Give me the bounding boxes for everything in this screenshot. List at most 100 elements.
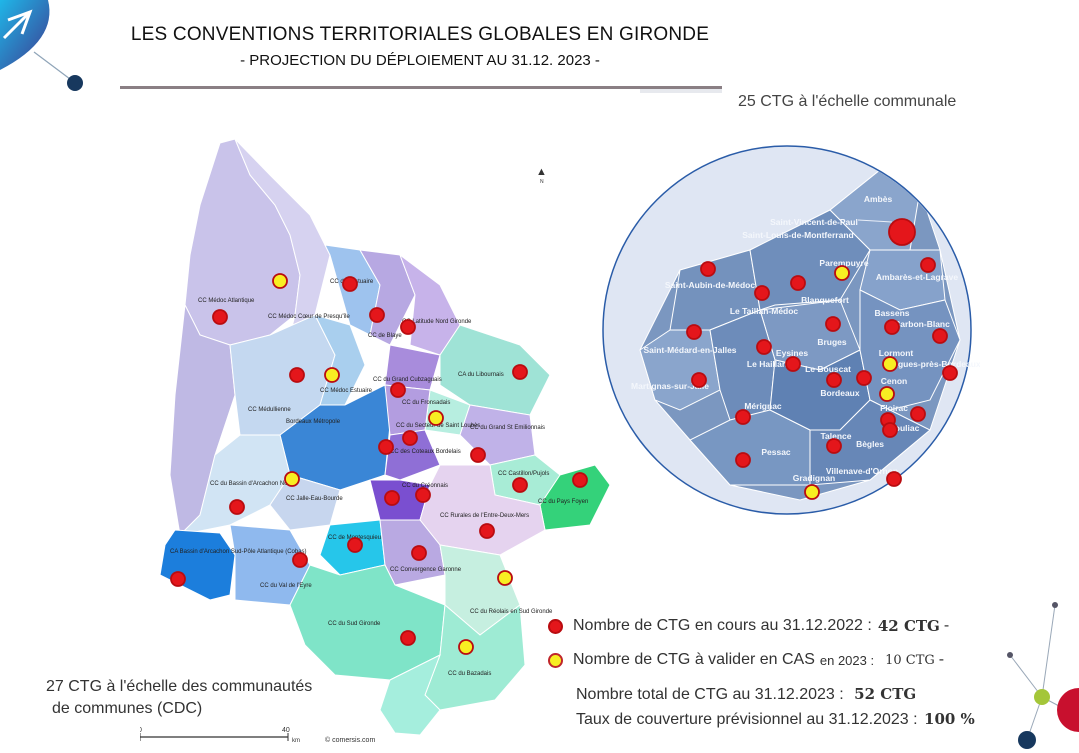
marker-cdc-8 — [512, 364, 528, 380]
label-cdc-bazadais: CC du Bazadais — [448, 671, 491, 677]
marker-commune-16 — [942, 365, 958, 381]
marker-cdc-25 — [400, 630, 416, 646]
label-martignas: Martignas-sur-Jalle — [631, 381, 709, 391]
marker-cdc-6 — [324, 367, 340, 383]
label-cdc-medullienne: CC Médullienne — [248, 407, 291, 413]
marker-commune-8 — [884, 319, 900, 335]
label-cdc-coteaux: CC des Coteaux Bordelais — [390, 449, 461, 455]
label-saint-louis: Saint-Louis-de-Montferrand — [742, 230, 853, 240]
page-subtitle: - PROJECTION DU DÉPLOIEMENT AU 31.12. 20… — [240, 52, 600, 69]
label-cdc-convergence: CC Convergence Garonne — [390, 567, 462, 573]
marker-commune-22 — [910, 406, 926, 422]
label-saint-medard: Saint-Médard-en-Jalles — [643, 345, 736, 355]
label-cdc-cubzaguais: CC du Grand Cubzaguais — [373, 377, 442, 383]
marker-cdc-2 — [342, 276, 358, 292]
legend-to-validate-value: 10 CTG — [885, 652, 935, 668]
compass-label: N — [540, 179, 544, 185]
marker-commune-17 — [879, 386, 895, 402]
label-lormont: Lormont — [879, 348, 914, 358]
marker-commune-3 — [834, 265, 850, 281]
marker-commune-9 — [932, 328, 948, 344]
coverage-value: 100 % — [924, 710, 975, 728]
label-blanquefort: Blanquefort — [801, 295, 849, 305]
region-far-south — [379, 653, 441, 736]
legend-yellow-marker-icon — [548, 652, 563, 668]
marker-commune-12 — [882, 356, 898, 372]
marker-cdc-1 — [272, 273, 288, 289]
compass-icon: ▲ — [536, 166, 547, 178]
copyright: © comersis.com — [325, 736, 375, 744]
marker-cdc-5 — [289, 367, 305, 383]
scale-end: 40 — [282, 727, 290, 734]
marker-commune-24 — [882, 422, 898, 438]
label-pessac: Pessac — [761, 447, 791, 457]
label-cdc-st-emilionnais: CC du Grand St Emilionnais — [470, 425, 545, 431]
marker-cdc-13 — [378, 439, 394, 455]
total-value: 52 CTG — [854, 685, 917, 703]
scale-start: 0 — [140, 727, 142, 734]
marker-cdc-24 — [497, 570, 513, 586]
marker-commune-27 — [804, 484, 820, 500]
legend-in-progress-suffix: - — [943, 617, 950, 634]
label-talence: Talence — [820, 431, 851, 441]
label-cdc-blaye: CC de Blaye — [368, 333, 402, 339]
marker-cdc-17 — [512, 477, 528, 493]
marker-cdc-3 — [369, 307, 385, 323]
marker-commune-11 — [825, 316, 841, 332]
label-artigues: Artigues-près-Bordeaux — [883, 359, 980, 369]
marker-cdc-26 — [458, 639, 474, 655]
legend-to-validate-label: Nombre de CTG à valider en CAS — [573, 651, 815, 668]
region-bassin-nord — [178, 434, 291, 536]
marker-cdc-0 — [212, 309, 228, 325]
label-floirac: Floirac — [880, 403, 908, 413]
legend-in-progress: Nombre de CTG en cours au 31.12.2022 : 4… — [548, 617, 949, 635]
gironde-map: CC Médoc Atlantique CC Médoc Cœur de Pre… — [140, 138, 611, 744]
marker-cdc-18 — [572, 472, 588, 488]
marker-commune-14 — [756, 339, 772, 355]
marker-commune-23 — [826, 438, 842, 454]
label-begles: Bègles — [856, 439, 884, 449]
marker-cdc-12 — [470, 447, 486, 463]
cdc-caption: 27 CTG à l'échelle des communautés de co… — [46, 676, 386, 720]
label-bordeaux-metropole: Bordeaux Métropole — [286, 419, 341, 425]
legend-red-marker-icon — [548, 618, 563, 634]
marker-cdc-14 — [229, 499, 245, 515]
total-row: Nombre total de CTG au 31.12.2023 : 52 C… — [576, 685, 916, 704]
marker-commune-13 — [785, 356, 801, 372]
label-ambes: Ambès — [864, 194, 893, 204]
label-villenave: Villenave-d'Ornon — [826, 466, 898, 476]
marker-cdc-27 — [415, 487, 431, 503]
coverage-label: Taux de couverture prévisionnel au 31.12… — [576, 711, 918, 728]
label-le-haillan: Le Haillan — [747, 359, 787, 369]
marker-cdc-16 — [384, 490, 400, 506]
marker-cdc-21 — [170, 571, 186, 587]
label-cdc-reolais: CC du Réolais en Sud Gironde — [470, 609, 553, 615]
label-bordeaux: Bordeaux — [820, 388, 859, 398]
marker-cdc-7 — [390, 382, 406, 398]
label-cdc-latitude: CC Latitude Nord Gironde — [402, 319, 472, 325]
marker-commune-26 — [886, 471, 902, 487]
label-cdc-entre-deux-mers: CC Rurales de l'Entre-Deux-Mers — [440, 513, 529, 519]
corner-network-decoration — [1007, 602, 1079, 749]
scale-unit: km — [292, 738, 300, 744]
label-le-taillan: Le Taillan-Médoc — [730, 306, 799, 316]
legend-to-validate: Nombre de CTG à valider en CAS en 2023 :… — [548, 651, 944, 669]
label-parempuyre: Parempuyre — [819, 258, 868, 268]
label-saint-vincent: Saint-Vincent-de-Paul — [770, 217, 858, 227]
label-bassens: Bassens — [875, 308, 910, 318]
label-bouliac: Bouliac — [889, 423, 920, 433]
label-saint-aubin: Saint-Aubin-de-Médoc — [665, 280, 755, 290]
marker-commune-5 — [790, 275, 806, 291]
marker-commune-21 — [735, 409, 751, 425]
scale-bar: 0 40 km — [140, 727, 300, 744]
marker-commune-10 — [686, 324, 702, 340]
region-coteaux — [384, 429, 441, 481]
legend-in-progress-value: 42 CTG — [877, 617, 940, 635]
label-eysines: Eysines — [776, 348, 808, 358]
marker-cdc-23 — [411, 545, 427, 561]
title-divider-shadow — [640, 89, 722, 93]
label-cda-cobas: CA Bassin d'Arcachon Sud-Pôle Atlantique… — [170, 549, 307, 555]
label-cenon: Cenon — [881, 376, 907, 386]
title-divider — [120, 86, 722, 89]
label-bruges: Bruges — [817, 337, 847, 347]
